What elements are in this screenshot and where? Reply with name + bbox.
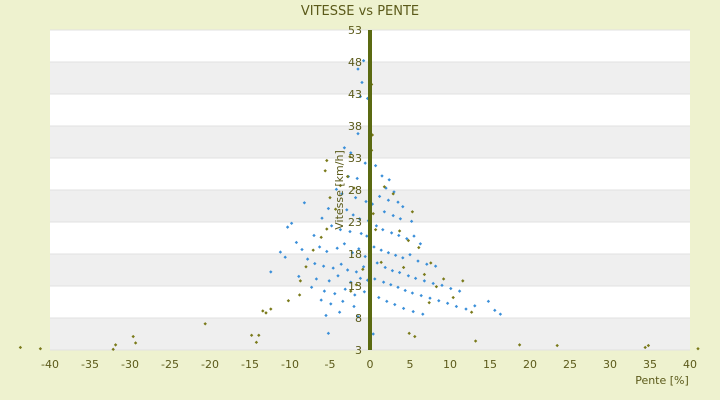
y-tick-label: 48 — [348, 56, 362, 69]
x-tick-label: 0 — [367, 358, 374, 371]
x-tick-label: -15 — [241, 358, 259, 371]
data-point — [398, 217, 403, 221]
data-point — [294, 240, 299, 245]
y-tick-label: 53 — [348, 24, 362, 37]
data-point — [696, 347, 700, 351]
data-point — [326, 206, 331, 211]
data-point — [278, 250, 283, 254]
y-tick-label: 38 — [348, 120, 362, 133]
data-point — [38, 347, 43, 351]
y-tick-label: 8 — [355, 312, 362, 325]
data-point — [361, 59, 366, 63]
x-tick-label: 5 — [407, 358, 414, 371]
data-point — [406, 238, 411, 243]
data-point — [325, 227, 329, 231]
x-tick-label: 35 — [643, 358, 657, 371]
data-point — [401, 204, 405, 209]
data-point — [357, 247, 361, 251]
data-point — [338, 227, 343, 232]
x-tick-label: -40 — [41, 358, 59, 371]
data-point — [349, 151, 353, 155]
data-point — [382, 210, 387, 214]
x-tick-label: 20 — [523, 358, 537, 371]
x-tick-label: 10 — [443, 358, 457, 371]
data-point — [342, 242, 347, 246]
data-point — [338, 183, 343, 188]
data-point — [393, 253, 398, 257]
data-point — [365, 234, 369, 238]
x-tick-label: -25 — [161, 358, 179, 371]
data-point — [203, 322, 207, 326]
x-tick-label: 40 — [683, 358, 697, 371]
y-tick-label: 23 — [348, 216, 362, 229]
zero-slope-line — [368, 30, 372, 350]
x-tick-label: 30 — [603, 358, 617, 371]
data-point — [643, 345, 647, 350]
data-point — [111, 347, 115, 352]
y-tick-label: 28 — [348, 184, 362, 197]
data-point — [345, 208, 349, 212]
data-point — [325, 249, 329, 254]
data-point — [410, 210, 415, 214]
data-point — [18, 345, 23, 350]
data-point — [382, 185, 387, 189]
y-tick-label: 43 — [348, 88, 362, 101]
y-tick-label: 13 — [348, 280, 362, 293]
data-point — [325, 158, 329, 163]
x-axis-label: Pente [%] — [635, 374, 689, 387]
data-point — [386, 251, 391, 255]
data-point — [417, 245, 421, 250]
data-point — [363, 254, 367, 259]
data-point — [374, 224, 379, 228]
x-axis-ticks: -40 -35 -30 -25 -20 -15 -10 -5 0 5 10 15 20 25 30 35 40 — [41, 358, 697, 371]
y-tick-label: 3 — [355, 344, 362, 357]
data-point — [131, 334, 135, 339]
x-tick-label: -35 — [81, 358, 99, 371]
x-tick-label: 25 — [563, 358, 577, 371]
x-tick-label: -20 — [201, 358, 219, 371]
x-tick-label: -10 — [281, 358, 299, 371]
data-point — [381, 227, 385, 232]
data-point — [418, 242, 423, 246]
data-point — [249, 333, 254, 337]
y-axis-label: Vitesse [km/h] — [333, 150, 346, 230]
x-tick-label: 15 — [483, 358, 497, 371]
data-point — [386, 198, 391, 202]
x-tick-label: -5 — [325, 358, 336, 371]
data-point — [358, 94, 363, 99]
y-tick-label: 33 — [348, 152, 362, 165]
chart-title: VITESSE vs PENTE — [301, 4, 419, 19]
data-point — [302, 201, 307, 205]
data-point — [342, 146, 347, 150]
data-point — [350, 251, 355, 255]
data-point — [397, 233, 401, 238]
data-point — [334, 187, 339, 192]
data-point — [405, 236, 409, 241]
data-point — [254, 340, 259, 345]
y-tick-label: 18 — [348, 248, 362, 261]
x-tick-label: -30 — [121, 358, 139, 371]
